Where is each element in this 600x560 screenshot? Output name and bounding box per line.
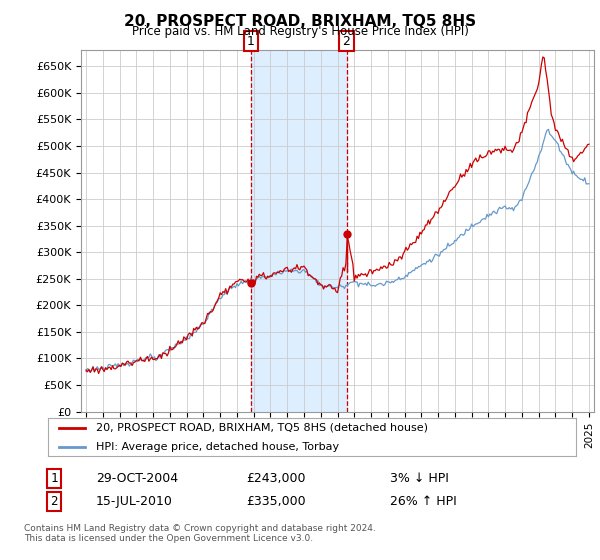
Text: 26% ↑ HPI: 26% ↑ HPI bbox=[390, 494, 457, 508]
Text: Contains HM Land Registry data © Crown copyright and database right 2024.
This d: Contains HM Land Registry data © Crown c… bbox=[24, 524, 376, 543]
Text: 1: 1 bbox=[247, 35, 255, 48]
Text: 2: 2 bbox=[343, 35, 350, 48]
Text: £243,000: £243,000 bbox=[246, 472, 306, 486]
Text: 3% ↓ HPI: 3% ↓ HPI bbox=[390, 472, 449, 486]
Text: 29-OCT-2004: 29-OCT-2004 bbox=[96, 472, 178, 486]
Text: HPI: Average price, detached house, Torbay: HPI: Average price, detached house, Torb… bbox=[95, 442, 338, 452]
Text: £335,000: £335,000 bbox=[246, 494, 306, 508]
Text: 20, PROSPECT ROAD, BRIXHAM, TQ5 8HS (detached house): 20, PROSPECT ROAD, BRIXHAM, TQ5 8HS (det… bbox=[95, 423, 428, 433]
Text: 2: 2 bbox=[50, 494, 58, 508]
Text: Price paid vs. HM Land Registry's House Price Index (HPI): Price paid vs. HM Land Registry's House … bbox=[131, 25, 469, 38]
Bar bbox=[251, 50, 347, 412]
Text: 15-JUL-2010: 15-JUL-2010 bbox=[96, 494, 173, 508]
Text: 1: 1 bbox=[50, 472, 58, 486]
Text: 20, PROSPECT ROAD, BRIXHAM, TQ5 8HS: 20, PROSPECT ROAD, BRIXHAM, TQ5 8HS bbox=[124, 14, 476, 29]
